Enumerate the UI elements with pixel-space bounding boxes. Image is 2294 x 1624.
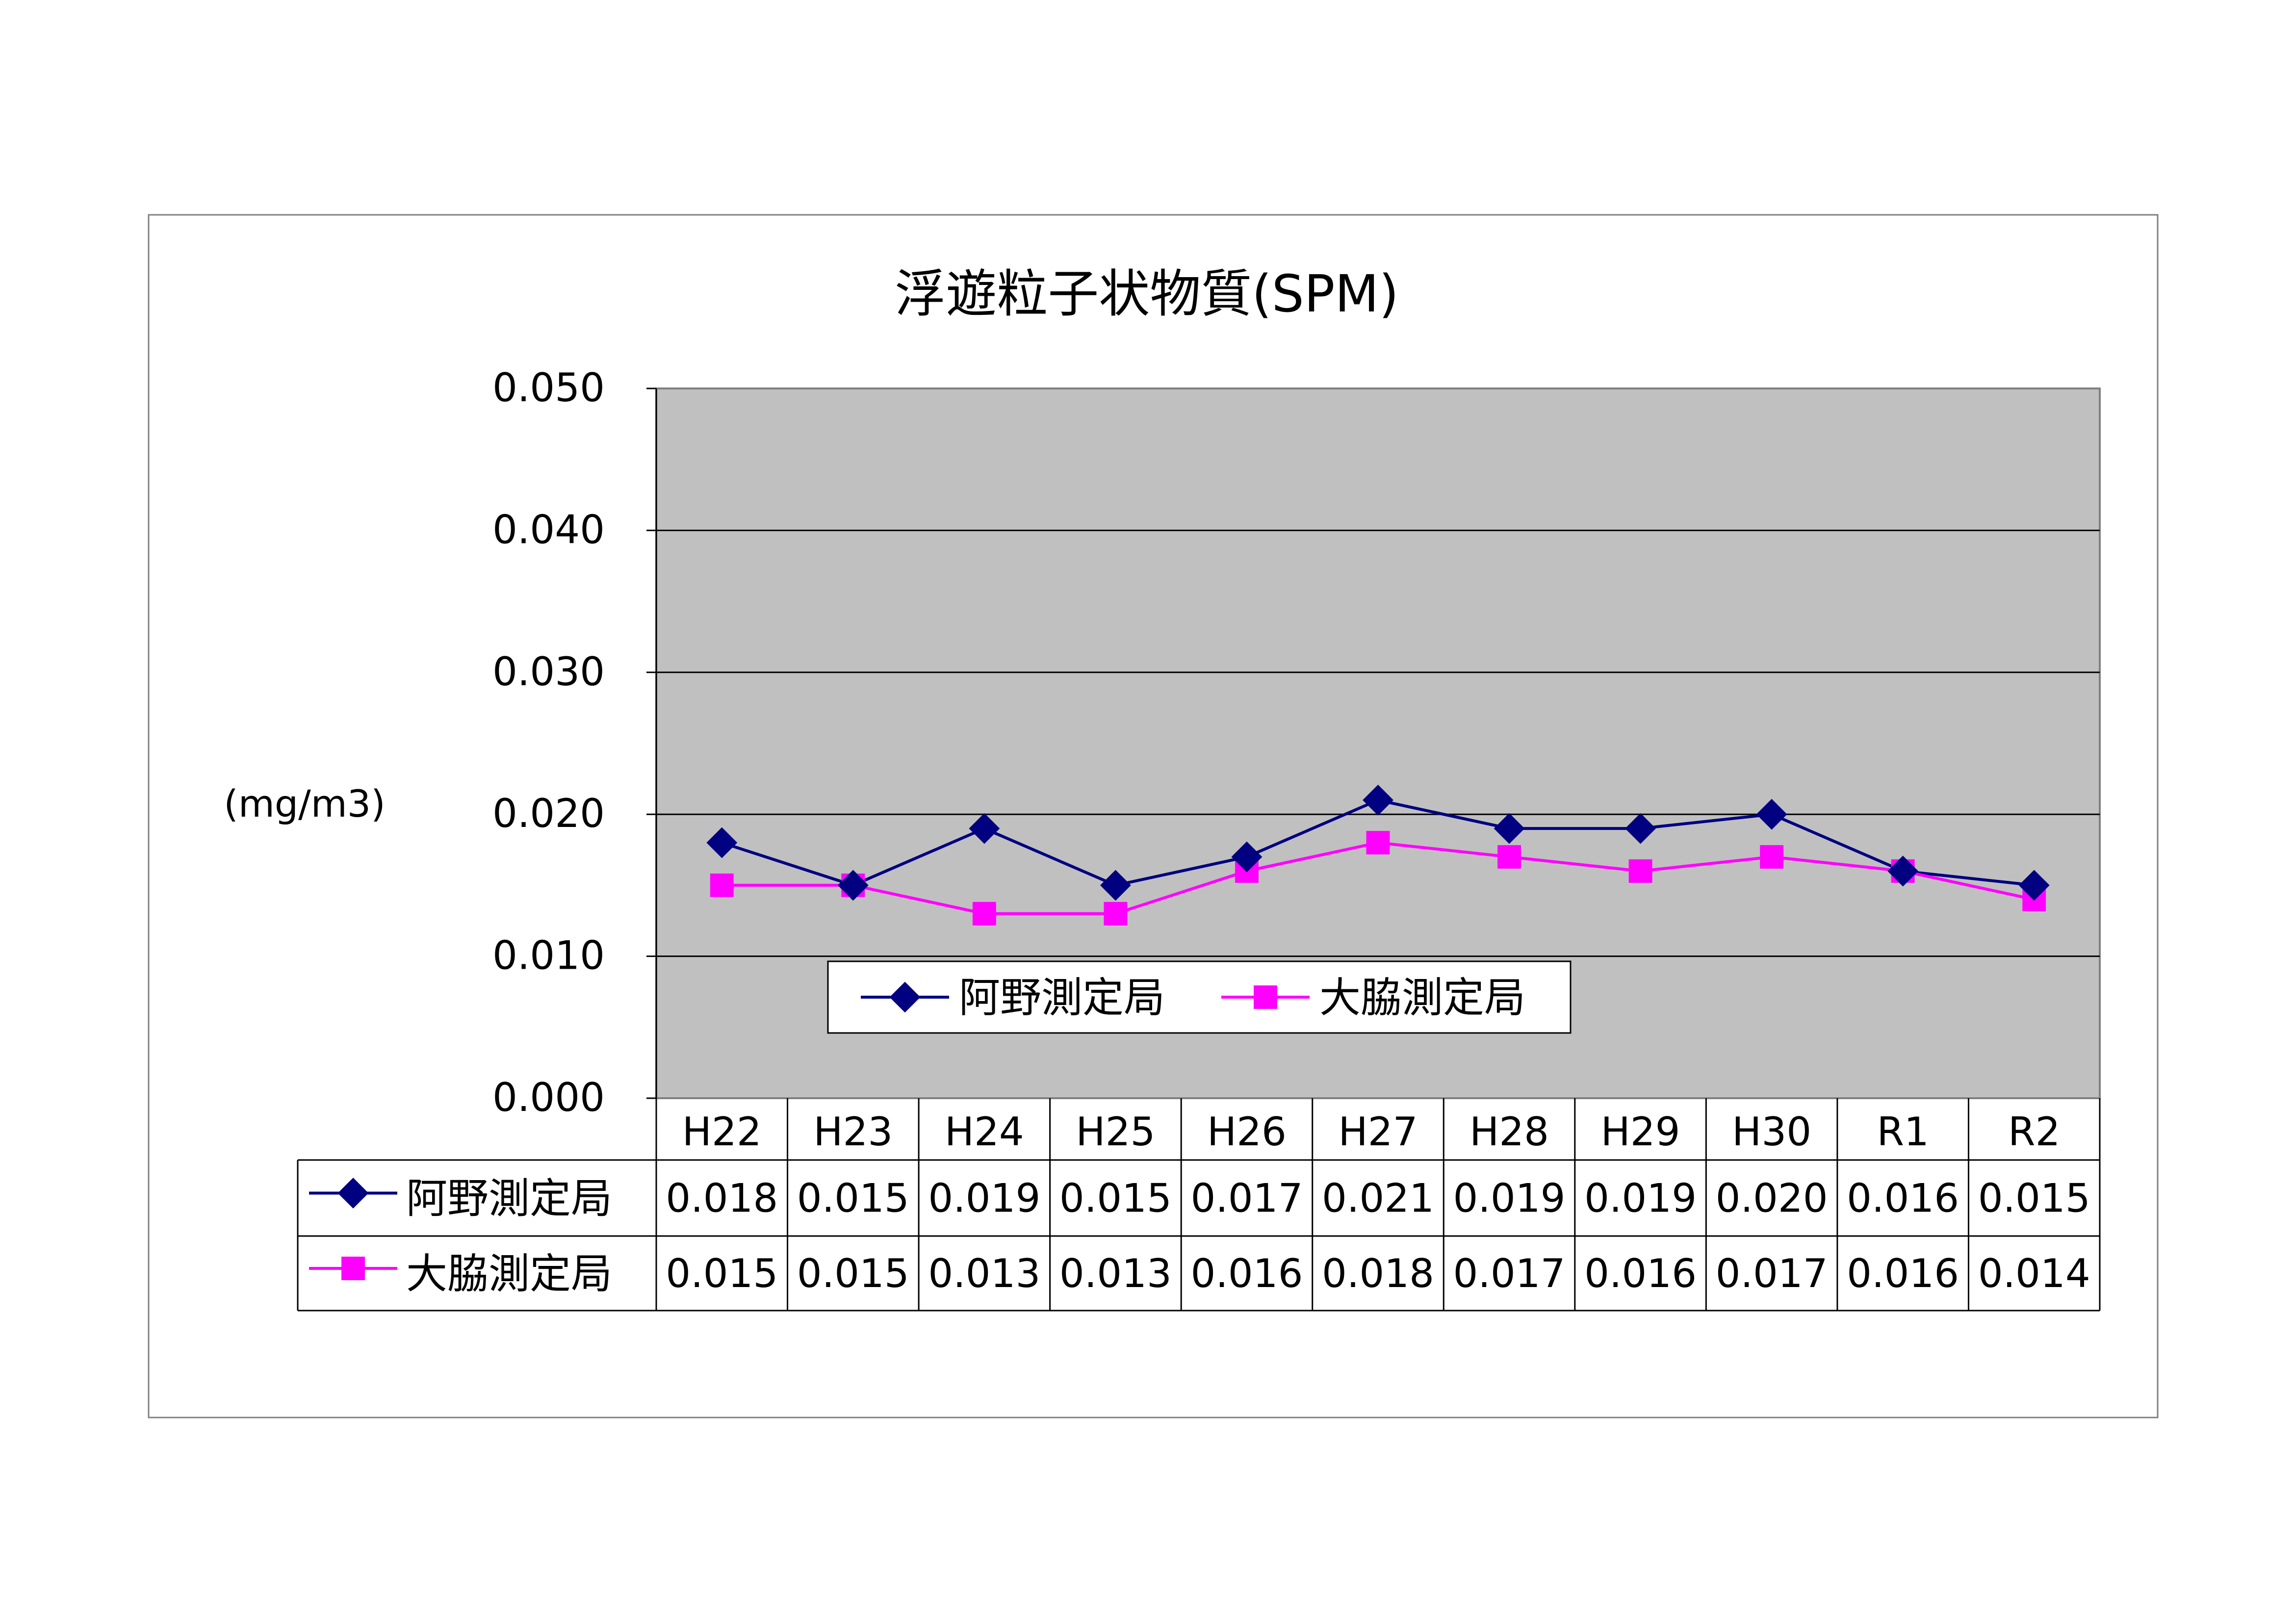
y-axis-label: (mg/m3) [224,782,386,825]
data-label: 0.015 [1978,1176,2090,1221]
x-tick-label: R1 [1877,1109,1929,1155]
data-point-series-1 [706,827,738,858]
data-table: H22 H23 H24 H25 H26 H27 H28 H29 H30 R1 R2 阿野測定局 0.01… [297,1098,2101,1312]
legend-marker [889,981,921,1013]
data-point-series-2 [1366,831,1390,855]
data-label: 0.021 [1322,1176,1434,1221]
table-legend-marker [341,1257,365,1280]
data-label: 0.017 [1453,1251,1566,1296]
data-point-series-1 [1756,799,1787,830]
data-point-series-2 [1497,845,1521,869]
x-tick-label: H28 [1469,1109,1549,1155]
x-tick-label: H27 [1339,1109,1418,1155]
x-tick-label: H22 [682,1109,762,1155]
y-tick-label: 0.030 [492,649,605,695]
data-label: 0.017 [1190,1176,1303,1221]
series-markers [706,784,2050,926]
x-tick-label: H29 [1601,1109,1680,1155]
y-tick-label: 0.050 [492,365,605,411]
data-label: 0.018 [1322,1251,1434,1296]
x-tick-label: H23 [813,1109,893,1155]
legend: 阿野測定局 大脇測定局 [827,960,1572,1034]
data-point-series-2 [1628,859,1652,883]
table-row-label: 阿野測定局 [406,1175,612,1223]
data-label: 0.018 [666,1176,778,1221]
data-label: 0.016 [1190,1251,1303,1296]
data-label: 0.015 [1059,1176,1172,1221]
data-label: 0.016 [1847,1251,1959,1296]
y-tick-label: 0.040 [492,507,605,552]
x-tick-label: H25 [1076,1109,1155,1155]
data-label: 0.020 [1716,1176,1828,1221]
data-point-series-1 [1363,784,1393,816]
y-tick-label: 0.000 [492,1075,605,1120]
chart-title: 浮遊粒子状物質(SPM) [895,264,1399,324]
x-tick-label: H24 [945,1109,1024,1155]
data-point-series-1 [1494,813,1525,844]
table-legend-marker [337,1178,369,1209]
y-axis-ticks: 0.000 0.010 0.020 0.030 0.040 0.050 [492,365,605,1120]
data-label: 0.019 [1584,1176,1697,1221]
data-point-series-1 [1625,813,1656,844]
x-tick-label: H26 [1207,1109,1287,1155]
data-point-series-1 [1231,841,1263,873]
data-point-series-1 [2018,870,2050,901]
legend-label: 阿野測定局 [959,974,1165,1022]
data-point-series-1 [837,870,869,901]
y-tick-label: 0.020 [492,791,605,836]
data-label: 0.015 [797,1251,909,1296]
x-tick-label: H30 [1732,1109,1811,1155]
legend-label: 大脇測定局 [1319,974,1525,1022]
data-label: 0.017 [1716,1251,1828,1296]
data-point-series-1 [969,813,1000,844]
data-label: 0.013 [928,1251,1040,1296]
data-point-series-2 [972,902,996,926]
data-point-series-1 [1100,870,1131,901]
data-label: 0.013 [1059,1251,1172,1296]
data-label: 0.015 [797,1176,909,1221]
data-label: 0.014 [1978,1251,2090,1296]
data-label: 0.016 [1584,1251,1697,1296]
legend-box [827,960,1572,1034]
table-row-label: 大脇測定局 [406,1250,612,1298]
data-label: 0.019 [928,1176,1040,1221]
data-label: 0.019 [1453,1176,1566,1221]
data-point-series-1 [1887,855,1919,887]
legend-marker [1254,985,1277,1009]
data-point-series-2 [710,873,734,897]
data-point-series-2 [1760,845,1784,869]
data-label: 0.015 [666,1251,778,1296]
y-tick-label: 0.010 [492,933,605,979]
x-tick-label: R2 [2008,1109,2060,1155]
data-point-series-2 [1104,902,1128,926]
data-label: 0.016 [1847,1176,1959,1221]
